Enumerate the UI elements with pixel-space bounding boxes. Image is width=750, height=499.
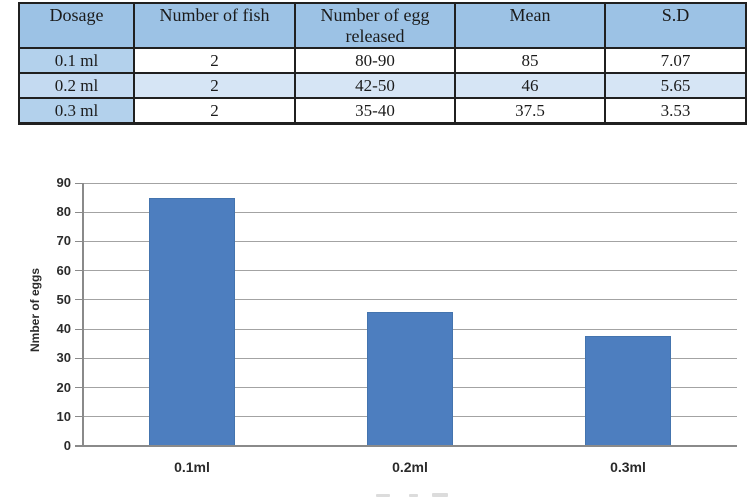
y-tick-mark xyxy=(75,211,83,213)
plot-area: 0 10 20 30 40 50 60 70 80 90 xyxy=(57,175,737,453)
header-cell-dosage: Dosage xyxy=(18,2,135,49)
y-tick-mark xyxy=(75,270,83,272)
cropped-text-fragment xyxy=(432,493,448,497)
bar xyxy=(367,311,453,446)
bar xyxy=(585,336,671,446)
gridline xyxy=(83,211,737,213)
table-cell-fish: 2 xyxy=(133,97,296,124)
table-header-row: Dosage Number of fish Number of egg rele… xyxy=(18,2,747,49)
y-tick-mark xyxy=(75,299,83,301)
y-tick-label: 50 xyxy=(56,291,71,307)
x-axis-category-label: 0.3ml xyxy=(610,459,646,475)
table-row: 0.2 ml 2 42-50 46 5.65 xyxy=(18,72,747,99)
gridline xyxy=(83,270,737,272)
header-cell-eggs: Number of egg released xyxy=(294,2,456,49)
table-row: 0.3 ml 2 35-40 37.5 3.53 xyxy=(18,97,747,124)
cropped-text-fragment xyxy=(409,494,418,497)
bar-slot xyxy=(519,183,737,446)
x-axis-category-label: 0.1ml xyxy=(174,459,210,475)
y-tick-label: 70 xyxy=(56,233,71,249)
bar-slot xyxy=(83,183,301,446)
y-tick-label: 40 xyxy=(56,321,71,337)
y-tick-mark xyxy=(75,416,83,418)
table-cell-mean: 37.5 xyxy=(454,97,606,124)
header-cell-fish: Number of fish xyxy=(133,2,296,49)
table-cell-dosage: 0.2 ml xyxy=(18,72,135,99)
header-cell-mean: Mean xyxy=(454,2,606,49)
table-cell-mean: 85 xyxy=(454,47,606,74)
table-cell-dosage: 0.3 ml xyxy=(18,97,135,124)
y-tick-label: 30 xyxy=(56,350,71,366)
y-tick-label: 10 xyxy=(56,408,71,424)
bar-series xyxy=(83,183,737,446)
y-axis-line xyxy=(82,183,84,446)
table-cell-eggs: 42-50 xyxy=(294,72,456,99)
y-tick-label: 0 xyxy=(63,438,71,453)
y-tick-mark xyxy=(75,240,83,242)
table-cell-fish: 2 xyxy=(133,47,296,74)
gridline xyxy=(83,182,737,184)
table-cell-sd: 7.07 xyxy=(604,47,747,74)
table-row: 0.1 ml 2 80-90 85 7.07 xyxy=(18,47,747,74)
gridline xyxy=(83,240,737,242)
cropped-text-fragment xyxy=(376,494,390,497)
y-tick-mark xyxy=(75,328,83,330)
gridline xyxy=(83,299,737,301)
table-cell-sd: 5.65 xyxy=(604,72,747,99)
table-cell-sd: 3.53 xyxy=(604,97,747,124)
table-cell-eggs: 80-90 xyxy=(294,47,456,74)
y-tick-mark xyxy=(75,182,83,184)
table-cell-mean: 46 xyxy=(454,72,606,99)
bar xyxy=(149,197,235,446)
y-tick-label: 80 xyxy=(56,204,71,220)
table-cell-fish: 2 xyxy=(133,72,296,99)
x-axis-category-label: 0.2ml xyxy=(392,459,428,475)
y-tick-mark xyxy=(75,357,83,359)
x-axis-labels: 0.1ml 0.2ml 0.3ml xyxy=(83,459,737,475)
table-cell-dosage: 0.1 ml xyxy=(18,47,135,74)
y-tick-mark xyxy=(75,387,83,389)
x-axis-line xyxy=(75,445,737,447)
y-tick-label: 90 xyxy=(56,175,71,190)
y-tick-label: 60 xyxy=(56,262,71,278)
header-cell-sd: S.D xyxy=(604,2,747,49)
bar-slot xyxy=(301,183,519,446)
y-tick-label: 20 xyxy=(56,379,71,395)
y-axis-title: Nmber of eggs xyxy=(28,267,42,353)
table-cell-eggs: 35-40 xyxy=(294,97,456,124)
dosage-results-table: Dosage Number of fish Number of egg rele… xyxy=(18,2,747,125)
